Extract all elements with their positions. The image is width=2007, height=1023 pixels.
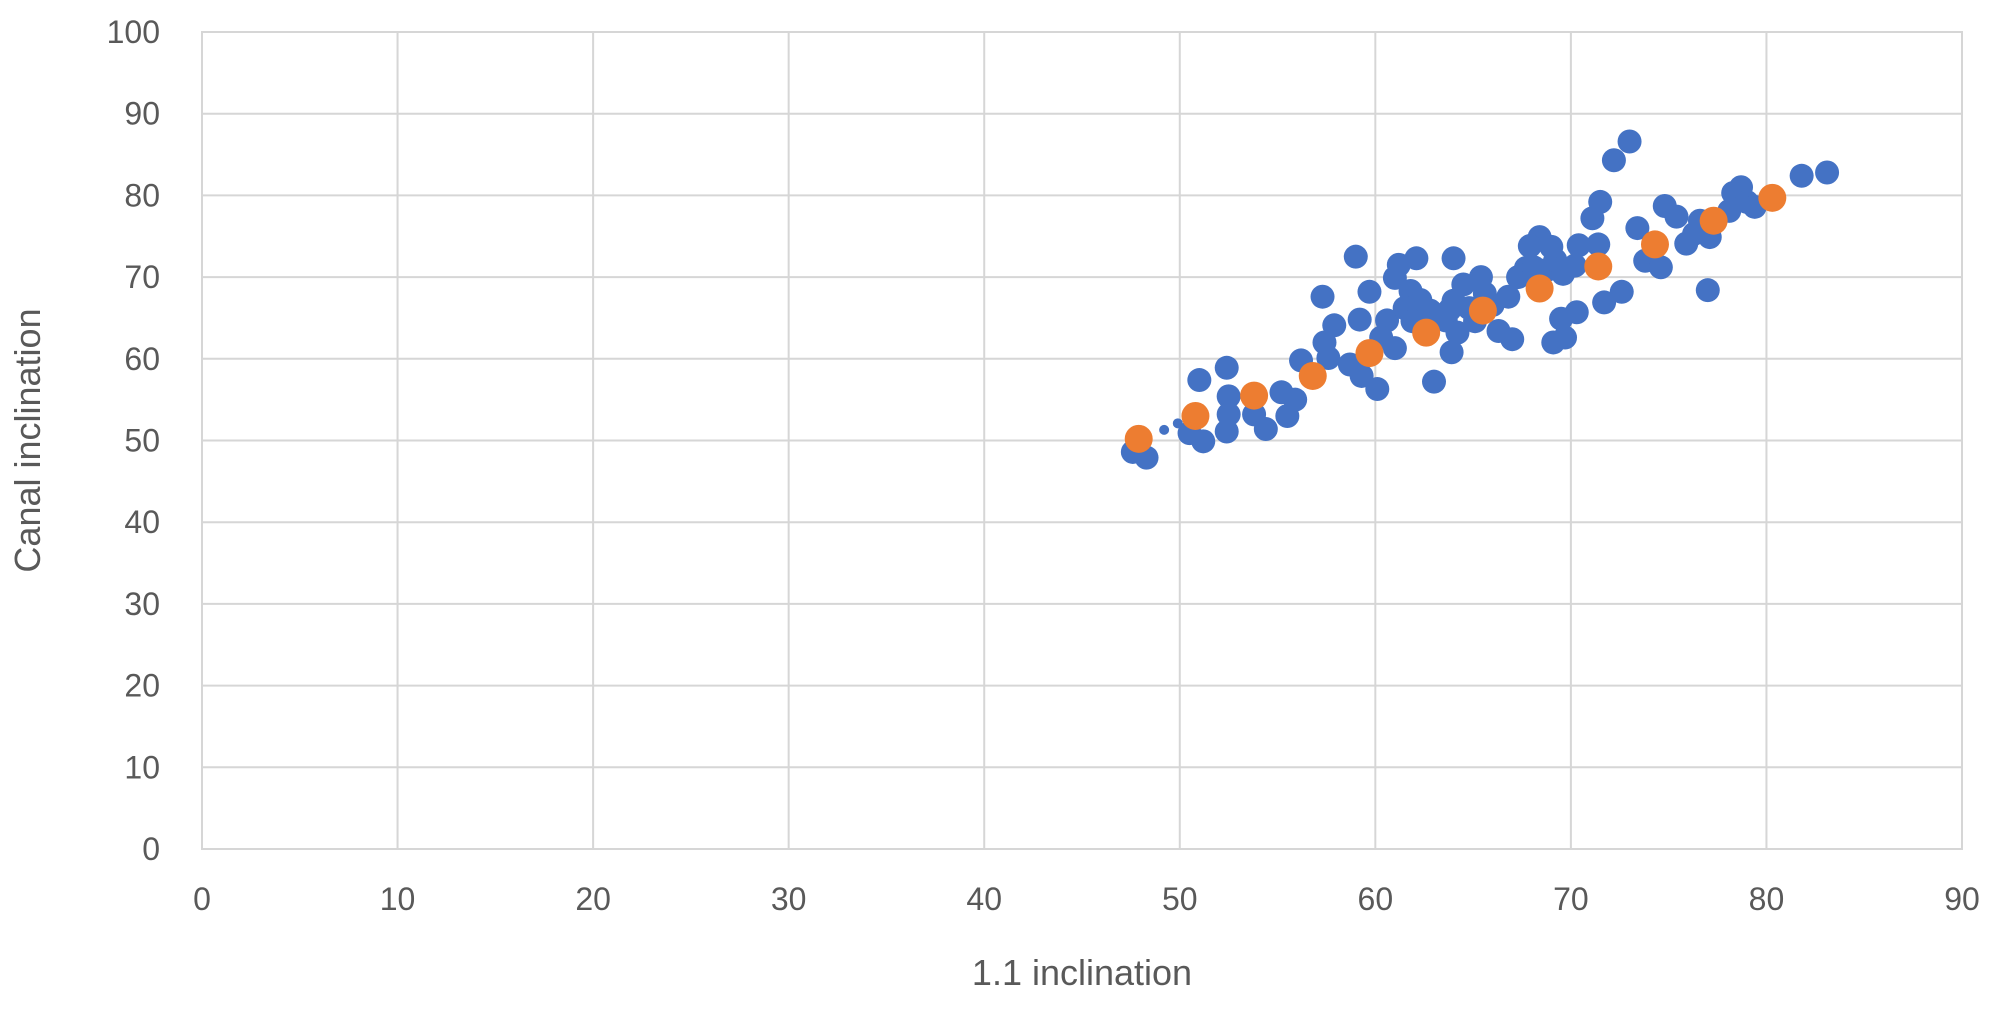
data-point-observations	[1553, 325, 1578, 350]
x-tick-label: 90	[1944, 881, 1980, 917]
data-point-observations	[1316, 345, 1341, 370]
data-point-observations	[1566, 233, 1591, 258]
data-point-observations	[1214, 419, 1239, 444]
data-point-observations	[1365, 377, 1390, 402]
y-tick-label: 30	[124, 586, 160, 622]
data-point-observations	[1664, 204, 1689, 229]
data-point-observations	[1601, 148, 1626, 173]
x-tick-label: 30	[771, 881, 807, 917]
x-tick-label: 20	[575, 881, 611, 917]
data-point-observations	[1586, 232, 1611, 257]
data-point-observations	[1617, 129, 1642, 154]
y-tick-label: 90	[124, 96, 160, 132]
data-point-means	[1124, 424, 1153, 453]
data-point-observations	[1159, 424, 1170, 435]
data-point-observations	[1789, 163, 1814, 188]
data-point-observations	[1562, 253, 1587, 278]
data-point-observations	[1609, 279, 1634, 304]
data-point-observations	[1439, 340, 1464, 365]
x-tick-label: 50	[1162, 881, 1198, 917]
y-tick-label: 10	[124, 749, 160, 785]
data-point-observations	[1445, 320, 1470, 345]
data-point-observations	[1564, 300, 1589, 325]
data-point-observations	[1310, 284, 1335, 309]
data-point-observations	[1695, 278, 1720, 303]
gridlines	[202, 32, 1962, 849]
x-tick-label: 0	[193, 881, 211, 917]
data-point-means	[1525, 274, 1554, 303]
data-point-means	[1240, 381, 1269, 410]
data-point-observations	[1517, 234, 1542, 259]
data-point-observations	[1343, 244, 1368, 269]
data-point-observations	[1216, 384, 1241, 409]
y-tick-label: 80	[124, 177, 160, 213]
data-point-observations	[1422, 369, 1446, 394]
x-tick-label: 80	[1749, 881, 1785, 917]
y-tick-label: 70	[124, 259, 160, 295]
y-tick-label: 60	[124, 341, 160, 377]
data-point-means	[1584, 252, 1613, 281]
series-means	[1124, 183, 1787, 453]
data-point-means	[1758, 183, 1787, 212]
x-tick-label: 10	[380, 881, 416, 917]
data-point-observations	[1500, 327, 1525, 352]
plot-border	[201, 31, 1963, 850]
x-tick-label: 60	[1358, 881, 1394, 917]
y-axis-title: Canal inclination	[7, 308, 48, 572]
data-point-means	[1181, 401, 1210, 430]
data-point-observations	[1404, 246, 1429, 271]
y-tick-label: 0	[142, 831, 160, 867]
y-tick-label: 20	[124, 668, 160, 704]
data-point-observations	[1253, 417, 1278, 442]
data-point-observations	[1815, 160, 1840, 185]
data-point-observations	[1347, 307, 1372, 332]
data-point-observations	[1625, 216, 1650, 241]
data-point-observations	[1648, 255, 1673, 280]
data-point-observations	[1588, 189, 1613, 214]
data-point-observations	[1592, 290, 1617, 315]
data-point-means	[1355, 339, 1384, 368]
data-point-observations	[1191, 429, 1216, 454]
data-point-means	[1412, 318, 1441, 347]
y-tick-label: 100	[107, 14, 160, 50]
data-point-means	[1699, 206, 1728, 235]
data-point-observations	[1322, 313, 1347, 338]
data-point-means	[1468, 296, 1497, 325]
data-point-means	[1298, 361, 1327, 390]
tick-labels: 0 10 20 30 40 50 60 70 80 90 0 10 20 30 40 50 60 70 80 90 10…	[107, 14, 1980, 917]
data-point-observations	[1214, 355, 1239, 380]
x-tick-label: 70	[1553, 881, 1589, 917]
data-point-observations	[1187, 368, 1212, 393]
y-tick-label: 40	[124, 504, 160, 540]
data-point-observations	[1539, 234, 1564, 259]
data-point-observations	[1357, 279, 1382, 304]
data-point-observations	[1275, 403, 1300, 428]
series-observations	[1120, 129, 1840, 470]
data-point-observations	[1441, 246, 1466, 271]
y-tick-label: 50	[124, 423, 160, 459]
x-tick-label: 40	[966, 881, 1002, 917]
data-point-means	[1640, 230, 1669, 259]
data-point-observations	[1496, 284, 1521, 309]
x-axis-title: 1.1 inclination	[972, 952, 1192, 993]
